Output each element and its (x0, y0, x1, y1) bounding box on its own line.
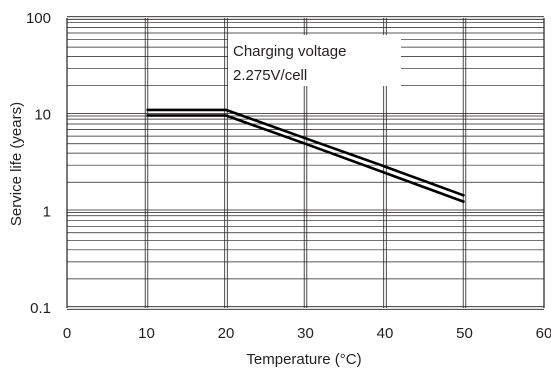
x-tick-label: 40 (377, 325, 394, 342)
y-tick-label: 100 (26, 10, 51, 27)
series-line-2 (146, 114, 465, 204)
x-tick-label: 20 (218, 325, 235, 342)
y-tick-labels: 0.1 1 10 100 (26, 10, 51, 317)
annotation-background (228, 35, 401, 86)
series-line-1 (146, 108, 465, 197)
x-tick-label: 50 (456, 325, 473, 342)
series-lines (146, 108, 465, 204)
x-tick-label: 0 (63, 325, 71, 342)
y-tick-label: 1 (43, 203, 51, 220)
x-axis-title: Temperature (°C) (246, 351, 361, 368)
x-tick-label: 60 (536, 325, 551, 342)
y-axis-title: Service life (years) (8, 102, 25, 226)
annotation-box: Charging voltage 2.275V/cell (228, 35, 401, 86)
y-tick-label: 0.1 (30, 300, 51, 317)
annotation-line-2: 2.275V/cell (233, 67, 307, 84)
x-tick-labels: 0 10 20 30 40 50 60 (63, 325, 551, 342)
y-tick-label: 10 (34, 107, 51, 124)
horizontal-gridlines (67, 16, 544, 310)
x-tick-label: 10 (138, 325, 155, 342)
annotation-line-1: Charging voltage (233, 43, 346, 60)
x-tick-label: 30 (297, 325, 314, 342)
